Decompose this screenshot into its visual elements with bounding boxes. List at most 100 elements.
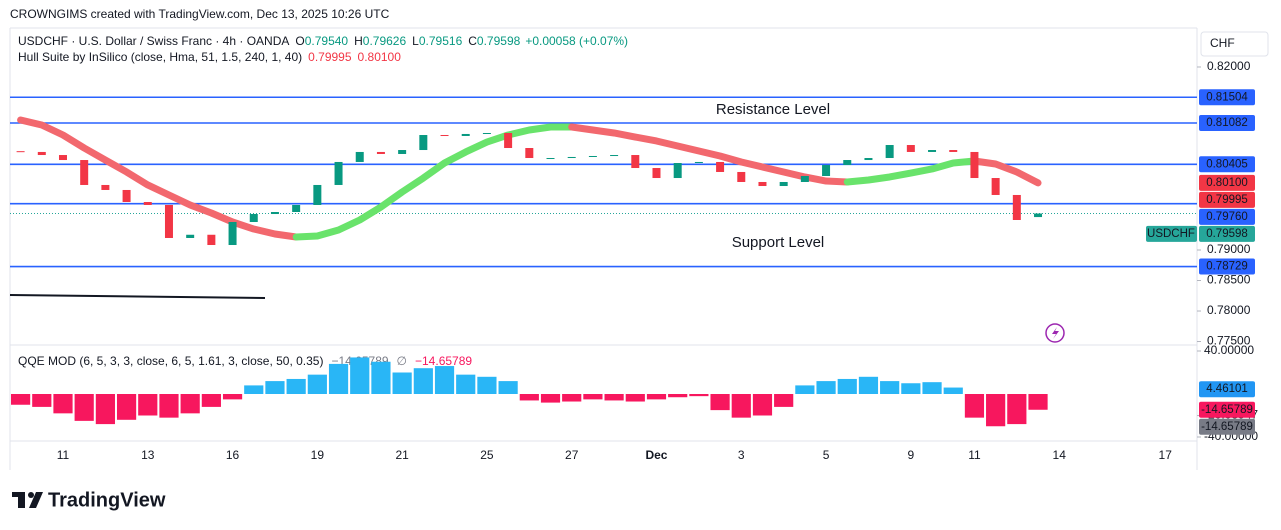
candle: [906, 145, 915, 152]
candle: [122, 189, 131, 202]
qqe-bar: [222, 393, 243, 400]
candle: [186, 234, 195, 238]
candle: [970, 151, 979, 179]
indicator-legend: Hull Suite by InSilico (close, Hma, 51, …: [18, 50, 401, 64]
candle: [843, 160, 852, 166]
qqe-bar: [964, 393, 985, 418]
price-badge-label: 0.81504: [1206, 91, 1248, 103]
qqe-bar: [604, 393, 624, 401]
qqe-bar: [371, 361, 391, 394]
price-badge: [1199, 156, 1255, 173]
price-badge-label: -14.65789: [1201, 421, 1253, 433]
annotation: Support Level: [732, 234, 825, 251]
qqe-bar: [1028, 393, 1048, 410]
qqe-bar: [901, 383, 921, 394]
qqe-bar: [74, 393, 94, 421]
candle: [143, 201, 152, 205]
price-badge: [1199, 174, 1255, 191]
qqe-bar: [795, 385, 815, 394]
logo-part: [18, 492, 25, 508]
alert-icon[interactable]: [1045, 323, 1065, 343]
x-tick-label: 21: [395, 448, 409, 462]
candle: [694, 161, 703, 164]
candle: [779, 181, 788, 187]
candle: [716, 161, 725, 172]
qqe-bar: [116, 393, 137, 420]
alert-circle: [1045, 323, 1065, 343]
candle: [610, 155, 619, 157]
price-badge-label: 4.46101: [1206, 383, 1248, 395]
caption: CROWNGIMS created with TradingView.com, …: [10, 7, 390, 21]
qqe-bar: [689, 393, 709, 397]
indicator-value: 0.80100: [358, 50, 402, 64]
qqe-bar: [837, 378, 857, 394]
y-tick-label: 0.77500: [1207, 334, 1251, 348]
candle: [525, 148, 534, 159]
qqe-bar: [392, 372, 412, 394]
qqe-bar: [32, 393, 52, 407]
candle: [249, 214, 258, 223]
qqe-bar: [668, 393, 688, 398]
candle: [1012, 194, 1021, 220]
price-badge: [1199, 114, 1255, 131]
candle: [37, 151, 46, 156]
symbol-title: USDCHF · U.S. Dollar / Swiss Franc · 4h …: [18, 34, 289, 48]
ohlc-value: 0.79540: [305, 34, 349, 48]
price-badge: [1199, 225, 1255, 242]
qqe-bar: [244, 385, 264, 394]
currency: CHF: [1210, 36, 1235, 50]
qqe-bar: [180, 393, 200, 414]
candle: [822, 165, 831, 177]
ohlc-key: C: [468, 34, 477, 48]
price-badge-label: 0.79598: [1206, 228, 1248, 240]
logo-part: [29, 492, 43, 508]
candle: [949, 150, 958, 152]
candle: [58, 155, 67, 161]
qqe-bar: [350, 357, 370, 394]
qqe-bar: [201, 393, 221, 407]
hull-band: [17, 116, 300, 241]
ohlc-value: 0.79626: [363, 34, 407, 48]
brand-logo: [12, 492, 43, 508]
qqe-bar: [95, 393, 115, 425]
qqe-bar: [625, 393, 645, 402]
currency-box[interactable]: [1200, 31, 1269, 57]
candle: [482, 132, 491, 134]
price-badge-label: 0.81082: [1206, 117, 1248, 129]
x-tick-label: 3: [738, 448, 745, 462]
qqe-bar: [986, 393, 1006, 427]
qqe-bar: [159, 393, 179, 418]
price-badge: [1199, 401, 1255, 418]
qqe-bar: [1007, 393, 1027, 425]
qqe-bar: [53, 393, 73, 414]
qqe-bar: [922, 382, 942, 394]
symbol-badge: [1146, 225, 1197, 242]
ohlc-key: O: [295, 34, 304, 48]
y-tick-label: 0.78500: [1207, 273, 1251, 287]
candle: [758, 181, 767, 187]
candle: [1034, 213, 1043, 218]
qqe-bar: [540, 393, 561, 403]
hull-band: [970, 157, 1042, 187]
hull-band: [568, 123, 851, 186]
candle: [164, 204, 173, 238]
qqe-bar: [646, 393, 667, 400]
y-tick-label: 40.00000: [1204, 343, 1254, 357]
qqe-bar: [498, 381, 518, 394]
candle: [419, 135, 428, 151]
y-tick-label: 0.78000: [1207, 303, 1251, 317]
qqe-bar: [519, 393, 539, 401]
x-tick-label: 11: [968, 448, 981, 462]
candle: [270, 212, 279, 215]
x-tick-label: 14: [1053, 448, 1067, 462]
candle: [631, 155, 640, 169]
indicator-value: 0.79995: [308, 50, 352, 64]
qqe-bar: [943, 387, 963, 394]
qqe-bar: [858, 376, 879, 394]
candle: [292, 204, 301, 213]
candle: [80, 160, 89, 185]
hull-band: [292, 123, 576, 241]
alert-bolt: [1052, 327, 1059, 339]
qqe-bar: [774, 393, 794, 407]
